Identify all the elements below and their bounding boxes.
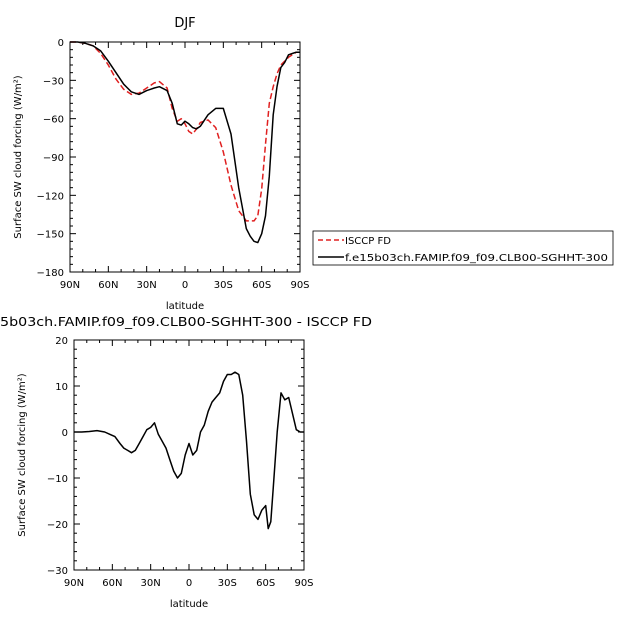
bottom-y-tick-label: −20 [47, 520, 68, 531]
bottom-x-tick-label: 30S [218, 578, 237, 589]
bottom-y-axis-label: Surface SW cloud forcing (W/m²) [17, 373, 28, 537]
top-y-tick-label: −180 [37, 268, 64, 279]
top-y-axis-label: Surface SW cloud forcing (W/m²) [13, 75, 24, 239]
bottom-x-tick-label: 60N [102, 578, 122, 589]
bottom-y-tick-label: 20 [55, 336, 68, 347]
bottom-x-tick-label: 30N [141, 578, 161, 589]
bottom-x-tick-label: 90S [294, 578, 313, 589]
top-x-tick-label: 90S [290, 280, 309, 291]
bottom-y-tick-label: −10 [47, 474, 68, 485]
legend: ISCCP FD f.e15b03ch.FAMIP.f09_f09.CLB00-… [312, 230, 614, 266]
bottom-y-tick-label: −30 [47, 566, 68, 577]
top-y-tick-label: −60 [43, 115, 64, 126]
bottom-plot-area: 90N 60N 30N 0 30S 60S 90S 20 10 0 −10 −20 −30 [47, 336, 314, 589]
top-x-tick-label: 90N [60, 280, 80, 291]
top-x-tick-label: 30S [214, 280, 233, 291]
top-y-tick-label: −30 [43, 76, 64, 87]
bottom-chart-title: 5b03ch.FAMIP.f09_f09.CLB00-SGHHT-300 - I… [0, 315, 372, 329]
top-x-axis-label: latitude [166, 301, 204, 312]
top-plot-frame [69, 41, 301, 273]
bottom-x-tick-label: 60S [256, 578, 275, 589]
bottom-panel: 5b03ch.FAMIP.f09_f09.CLB00-SGHHT-300 - I… [0, 315, 372, 610]
bottom-series-model-line [74, 371, 304, 530]
bottom-x-axis-label: latitude [170, 599, 208, 610]
bottom-x-tick-label: 0 [186, 578, 192, 589]
top-series-model-line [70, 41, 300, 244]
top-x-tick-label: 0 [182, 280, 188, 291]
top-y-tick-label: −150 [37, 230, 64, 241]
top-x-tick-label: 30N [137, 280, 157, 291]
legend-label-model: f.e15b03ch.FAMIP.f09_f09.CLB00-SGHHT-300 [345, 253, 608, 264]
top-x-tick-label: 60S [252, 280, 271, 291]
legend-box [312, 230, 614, 266]
top-y-tick-label: −90 [43, 153, 64, 164]
top-x-tick-label: 60N [98, 280, 118, 291]
bottom-plot-frame [73, 339, 305, 571]
bottom-y-tick-label: 0 [62, 428, 68, 439]
bottom-y-tick-label: 10 [55, 382, 68, 393]
top-panel: DJF Surface SW cloud forcing (W/m²) lati… [13, 16, 310, 312]
top-series-isccp-fd-line [70, 41, 300, 222]
top-chart-title: DJF [174, 16, 195, 31]
top-y-tick-label: 0 [58, 38, 64, 49]
top-plot-area: 90N 60N 30N 0 30S 60S 90S 0 −30 −60 −90 −120 −150 −18… [37, 38, 310, 291]
legend-label-isccp: ISCCP FD [345, 236, 391, 247]
bottom-x-tick-label: 90N [64, 578, 84, 589]
top-y-tick-label: −120 [37, 191, 64, 202]
